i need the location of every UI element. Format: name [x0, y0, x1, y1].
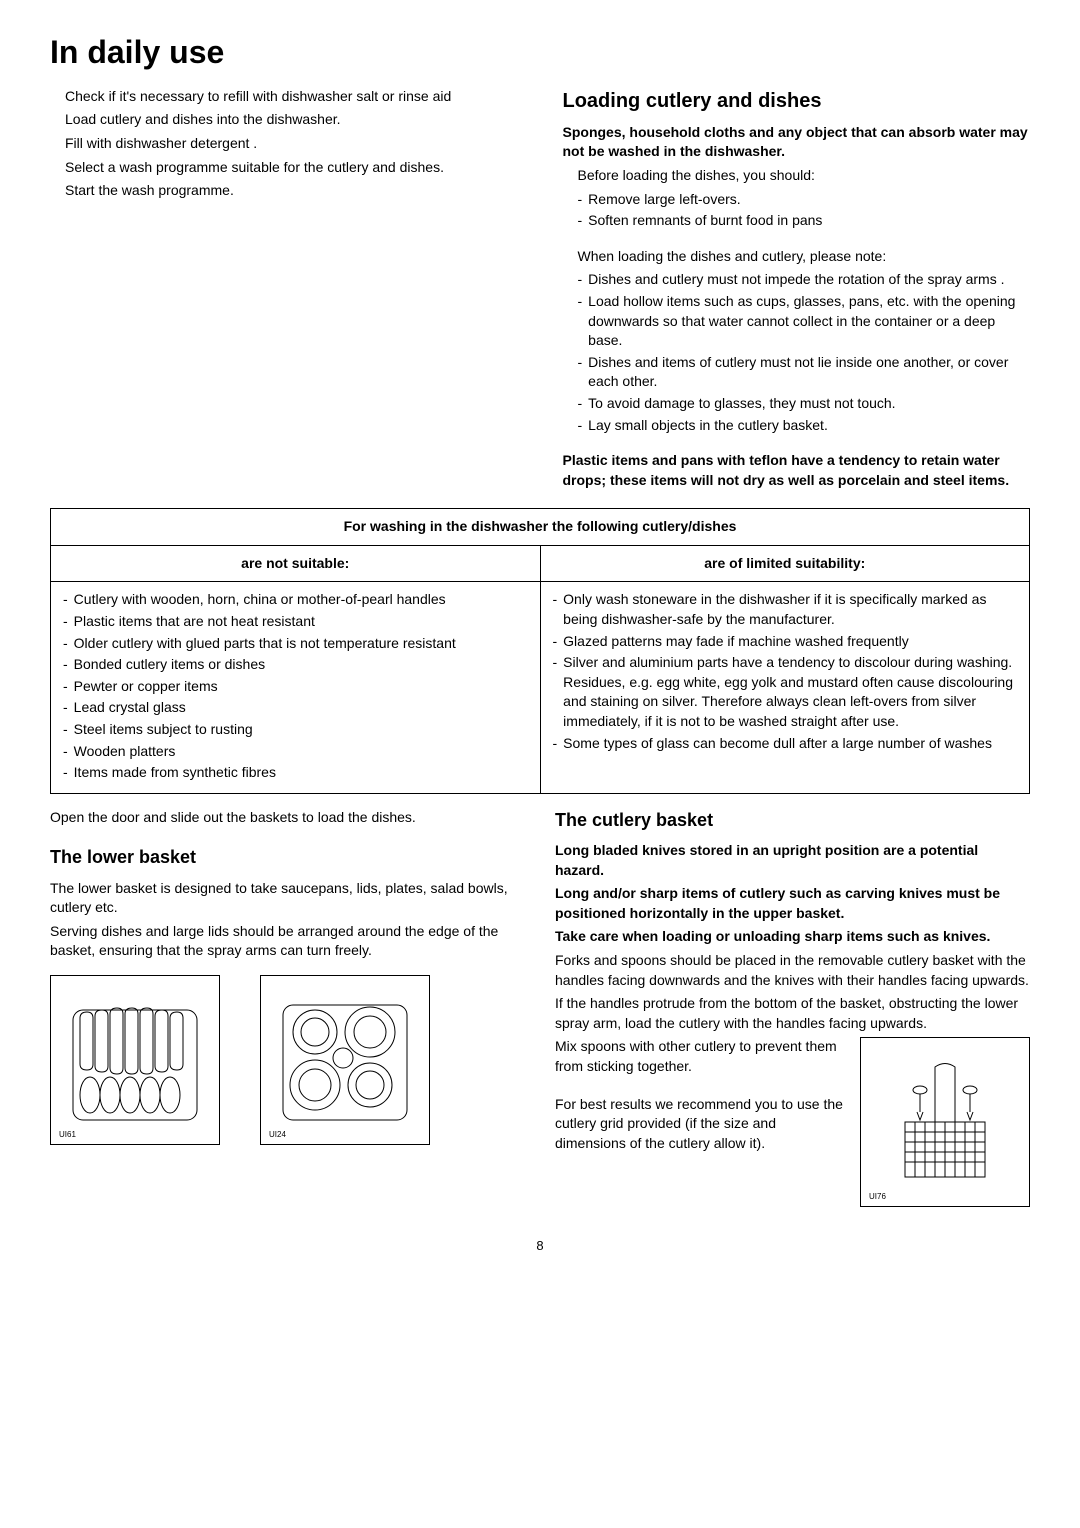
when-loading-list: Dishes and cutlery must not impede the r… [578, 270, 1031, 435]
intro-line: Select a wash programme suitable for the… [65, 158, 533, 178]
bottom-columns: Open the door and slide out the baskets … [50, 808, 1030, 1208]
lower-basket-p2: Serving dishes and large lids should be … [50, 922, 525, 961]
illustration-row: UI61 UI24 [50, 975, 525, 1145]
intro-line: Check if it's necessary to refill with d… [65, 87, 533, 107]
cutlery-p2: If the handles protrude from the bottom … [555, 994, 1030, 1033]
basket-plates-icon [65, 990, 205, 1130]
list-item: Some types of glass can become dull afte… [563, 734, 992, 754]
list-item: Load hollow items such as cups, glasses,… [588, 292, 1030, 351]
list-item: Bonded cutlery items or dishes [74, 655, 265, 675]
intro-columns: Check if it's necessary to refill with d… [50, 87, 1030, 495]
list-item: Items made from synthetic fibres [74, 763, 276, 783]
illustration-3: UI76 [860, 1037, 1030, 1207]
lower-basket-heading: The lower basket [50, 845, 525, 870]
before-loading-list: Remove large left-overs. Soften remnants… [578, 190, 1031, 231]
open-door-text: Open the door and slide out the baskets … [50, 808, 525, 828]
list-item: Only wash stoneware in the dishwasher if… [563, 590, 1017, 629]
list-item: Lay small objects in the cutlery basket. [588, 416, 828, 436]
list-item: Glazed patterns may fade if machine wash… [563, 632, 909, 652]
illustration-1: UI61 [50, 975, 220, 1145]
before-loading-intro: Before loading the dishes, you should: [578, 166, 1031, 186]
intro-line: Start the wash programme. [65, 181, 533, 201]
loading-heading: Loading cutlery and dishes [563, 87, 1031, 115]
bottom-right-col: The cutlery basket Long bladed knives st… [555, 808, 1030, 1208]
list-item: Dishes and items of cutlery must not lie… [588, 353, 1030, 392]
list-item: Dishes and cutlery must not impede the r… [588, 270, 1004, 290]
list-item: Remove large left-overs. [588, 190, 741, 210]
left-intro-col: Check if it's necessary to refill with d… [50, 87, 533, 495]
bottom-left-col: Open the door and slide out the baskets … [50, 808, 525, 1208]
table-title: For washing in the dishwasher the follow… [51, 509, 1030, 546]
right-intro-col: Loading cutlery and dishes Sponges, hous… [563, 87, 1031, 495]
list-item: Lead crystal glass [74, 698, 186, 718]
plastic-note: Plastic items and pans with teflon have … [563, 451, 1031, 490]
list-item: Older cutlery with glued parts that is n… [74, 634, 456, 654]
not-suitable-cell: Cutlery with wooden, horn, china or moth… [51, 582, 541, 793]
illust2-label: UI24 [269, 1129, 286, 1140]
basket-dishes-icon [275, 990, 415, 1130]
cutlery-warn1: Long bladed knives stored in an upright … [555, 841, 1030, 880]
page-number: 8 [50, 1237, 1030, 1255]
when-loading-intro: When loading the dishes and cutlery, ple… [578, 247, 1031, 267]
cutlery-p1: Forks and spoons should be placed in the… [555, 951, 1030, 990]
intro-line: Fill with dishwasher detergent . [65, 134, 533, 154]
list-item: Plastic items that are not heat resistan… [74, 612, 315, 632]
list-item: Steel items subject to rusting [74, 720, 253, 740]
cutlery-basket-icon [875, 1052, 1015, 1192]
loading-warning: Sponges, household cloths and any object… [563, 123, 1031, 162]
limited-cell: Only wash stoneware in the dishwasher if… [540, 582, 1030, 793]
list-item: Pewter or copper items [74, 677, 218, 697]
list-item: Silver and aluminium parts have a tenden… [563, 653, 1017, 731]
suitability-table: For washing in the dishwasher the follow… [50, 508, 1030, 794]
illustration-2: UI24 [260, 975, 430, 1145]
list-item: Soften remnants of burnt food in pans [588, 211, 822, 231]
cutlery-warn2: Long and/or sharp items of cutlery such … [555, 884, 1030, 923]
illust1-label: UI61 [59, 1129, 76, 1140]
cutlery-warn3: Take care when loading or unloading shar… [555, 927, 1030, 947]
list-item: To avoid damage to glasses, they must no… [588, 394, 895, 414]
list-item: Cutlery with wooden, horn, china or moth… [74, 590, 446, 610]
cutlery-heading: The cutlery basket [555, 808, 1030, 833]
intro-line: Load cutlery and dishes into the dishwas… [65, 110, 533, 130]
illust3-label: UI76 [869, 1191, 886, 1202]
table-header-left: are not suitable: [51, 545, 541, 582]
list-item: Wooden platters [74, 742, 176, 762]
table-header-right: are of limited suitability: [540, 545, 1030, 582]
lower-basket-p1: The lower basket is designed to take sau… [50, 879, 525, 918]
page-title: In daily use [50, 30, 1030, 75]
